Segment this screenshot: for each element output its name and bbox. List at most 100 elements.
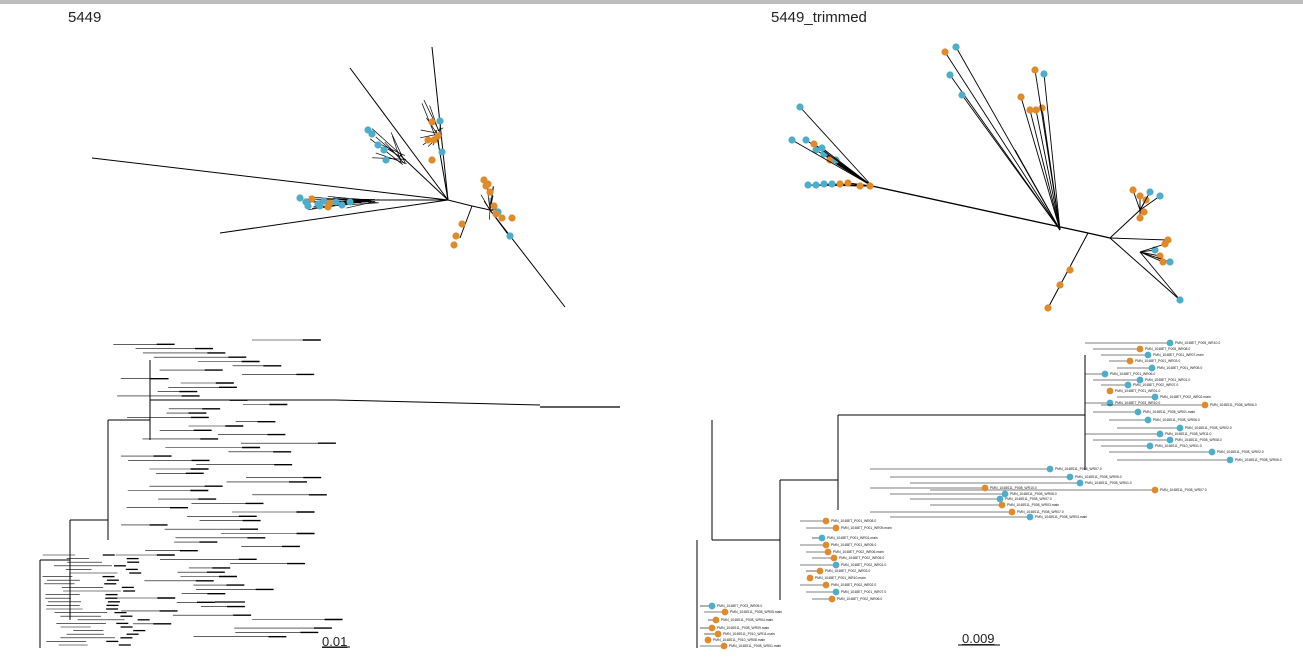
tip-label: PMN_1048ET_P001_WR07.main (1153, 353, 1204, 357)
tip-marker (1226, 456, 1234, 464)
branch (1087, 232, 1111, 239)
branch (1109, 237, 1181, 301)
tip-marker (346, 198, 354, 206)
tip-marker (830, 554, 838, 562)
tip-marker (996, 495, 1004, 503)
tip-marker (721, 608, 729, 616)
branch (437, 127, 444, 132)
tip-label: PMN_1048S11_P008_WR07.0 (1055, 467, 1102, 471)
tip-label: PMN_1048S11_P010_WR01.0 (1155, 444, 1202, 448)
branch (1034, 69, 1061, 231)
tip-marker (714, 630, 722, 638)
branch (435, 129, 449, 201)
tip-label: PMN_1048ET_P003_WR05.0 (717, 604, 762, 608)
tip-marker (820, 180, 828, 188)
tip-marker (832, 524, 840, 532)
tip-label: PMN_1048S11_P008_WR08.0 (1010, 492, 1057, 496)
tip-marker (822, 517, 830, 525)
tip-marker (958, 91, 966, 99)
tip-label: PMN_1048ET_P001_WR01.main (827, 536, 878, 540)
tip-marker (981, 484, 989, 492)
tip-label: PMN_1048ET_P002_WR05.0 (839, 556, 884, 560)
tip-marker (450, 241, 458, 249)
tip-marker (374, 141, 382, 149)
tip-marker (832, 561, 840, 569)
tip-marker (818, 144, 826, 152)
tip-marker (508, 214, 516, 222)
tip-label: PMN_1048S11_P008_WR02.0 (1185, 426, 1232, 430)
tip-marker (498, 214, 506, 222)
tip-marker (1164, 236, 1172, 244)
tip-label: PMN_1048S11_P008_WR01.main (729, 644, 781, 648)
tip-marker (1106, 399, 1114, 407)
tip-label: PMN_1048S11_P008_WR06.0 (1153, 418, 1200, 422)
tip-marker (796, 103, 804, 111)
tip-marker (828, 595, 836, 603)
tip-label: PMN_1048ET_P001_WR08.0 (831, 519, 876, 523)
tip-label: PMN_1048S11_P010_WR11.main (723, 632, 775, 636)
tip-marker (816, 567, 824, 575)
tip-marker (304, 202, 312, 210)
tip-marker (1151, 393, 1159, 401)
tip-marker (1126, 357, 1134, 365)
tip-marker (1176, 424, 1184, 432)
branch (459, 205, 473, 239)
tip-label: PMN_1048S11_P008_WR05.main (730, 610, 782, 614)
tip-label: PMN_1048ET_P002_WR03.0 (825, 569, 870, 573)
tip-label: PMN_1048S11_P010_WR08.main (713, 638, 765, 642)
tip-marker (810, 140, 818, 148)
tip-marker (320, 197, 328, 205)
tip-marker (1129, 186, 1137, 194)
tip-marker (428, 156, 436, 164)
tip-label: PMN_1048S11_P008_WR04.main (721, 618, 773, 622)
tip-marker (952, 43, 960, 51)
tip-marker (812, 146, 820, 154)
tip-marker (1166, 258, 1174, 266)
tip-label: PMN_1048S11_P008_WR01.main (1143, 410, 1195, 414)
tip-label: PMN_1048S11_P008_WR06.0 (1210, 403, 1257, 407)
tip-marker (1201, 401, 1209, 409)
tip-label: PMN_1048ET_P002_WR02.main (1160, 395, 1211, 399)
left-panel-title: 5449 (68, 9, 102, 26)
tip-marker (1144, 351, 1152, 359)
tip-marker (826, 156, 834, 164)
tip-marker (424, 136, 432, 144)
branch (1139, 243, 1166, 253)
tip-label: PMN_1048ET_P002_WR02.0 (831, 583, 876, 587)
tip-label: PMN_1048ET_P001_WR09.main (841, 526, 892, 530)
branch (483, 200, 491, 211)
branch (429, 105, 439, 131)
tip-label: PMN_1048ET_P005_WR10.0 (1175, 341, 1220, 345)
tip-label: PMN_1048S11_P008_WR03.main (1035, 515, 1087, 519)
tip-marker (1146, 188, 1154, 196)
tip-marker (1066, 473, 1074, 481)
tip-label: PMN_1048S11_P008_WR07.0 (1160, 488, 1207, 492)
tip-marker (828, 180, 836, 188)
branch (349, 67, 449, 201)
branch (346, 201, 376, 209)
branch (375, 152, 407, 165)
tip-marker (802, 136, 810, 144)
tip-marker (822, 541, 830, 549)
tip-marker (1008, 508, 1016, 516)
tip-marker (1031, 66, 1039, 74)
tip-marker (720, 642, 728, 650)
tip-marker (1156, 430, 1164, 438)
tip-marker (1101, 370, 1109, 378)
branch (944, 51, 1061, 231)
tip-label: PMN_1048ET_P002_WR06.0 (837, 597, 882, 601)
branch (1043, 73, 1061, 231)
branch (399, 154, 449, 201)
tip-marker (941, 48, 949, 56)
branch (447, 199, 473, 207)
tip-marker (296, 194, 304, 202)
tip-marker (822, 581, 830, 589)
tip-label: PMN_1048S11_P008_WR02.0 (1217, 450, 1264, 454)
tip-marker (806, 574, 814, 582)
tip-marker (434, 132, 442, 140)
tip-marker (824, 548, 832, 556)
branch (1020, 96, 1061, 231)
tip-marker (382, 156, 390, 164)
tip-label: PMN_1048S11_P008_WR06.0 (1235, 458, 1282, 462)
